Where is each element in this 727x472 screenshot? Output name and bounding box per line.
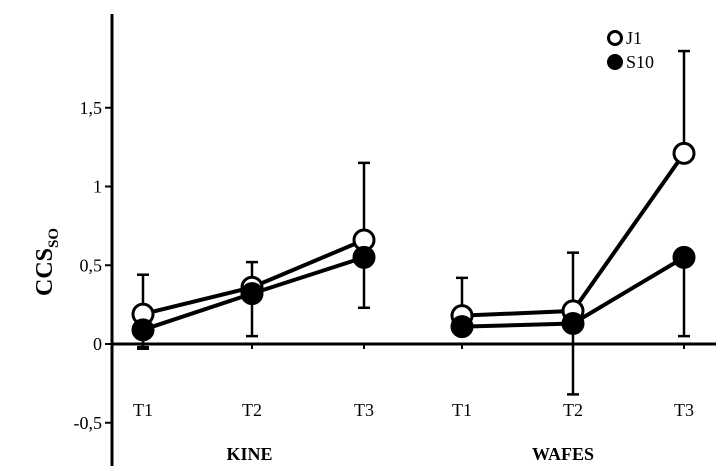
filled-marker-s10 (131, 318, 155, 342)
y-tick-label: 0 (93, 334, 102, 354)
legend-marker-s10 (607, 54, 623, 70)
filled-marker-s10 (672, 245, 696, 269)
x-tick-label: T2 (563, 400, 583, 420)
filled-marker-s10 (450, 315, 474, 339)
y-tick-label: 0,5 (80, 255, 103, 275)
y-axis-title-main: CCS (32, 248, 58, 296)
x-tick-label: T3 (354, 400, 374, 420)
legend-label-s10: S10 (626, 52, 654, 72)
tick-labels: -0,5 0 0,5 1 1,5 T1 T2 T3 KINE T1 T2 T3 WAFES (74, 98, 695, 464)
group-label: WAFES (532, 444, 594, 464)
filled-marker-s10 (240, 282, 264, 306)
error-bars (137, 49, 690, 396)
legend-marker-j1 (607, 30, 623, 46)
x-tick-label: T1 (133, 400, 153, 420)
y-axis-title-subscript: SO (46, 228, 62, 248)
y-tick-label: -0,5 (74, 413, 103, 433)
x-tick-label: T1 (452, 400, 472, 420)
filled-marker-s10 (561, 312, 585, 336)
legend-label-j1: J1 (626, 28, 642, 48)
y-tick-label: 1 (93, 177, 102, 197)
y-axis-title: CCSSO (32, 228, 62, 296)
open-marker-j1 (672, 141, 696, 165)
x-tick-label: T2 (242, 400, 262, 420)
series-lines (142, 152, 686, 332)
filled-marker-s10 (352, 245, 376, 269)
group-label: KINE (226, 444, 272, 464)
series-markers (131, 141, 696, 342)
y-tick-label: 1,5 (80, 98, 103, 118)
x-tick-label: T3 (674, 400, 694, 420)
